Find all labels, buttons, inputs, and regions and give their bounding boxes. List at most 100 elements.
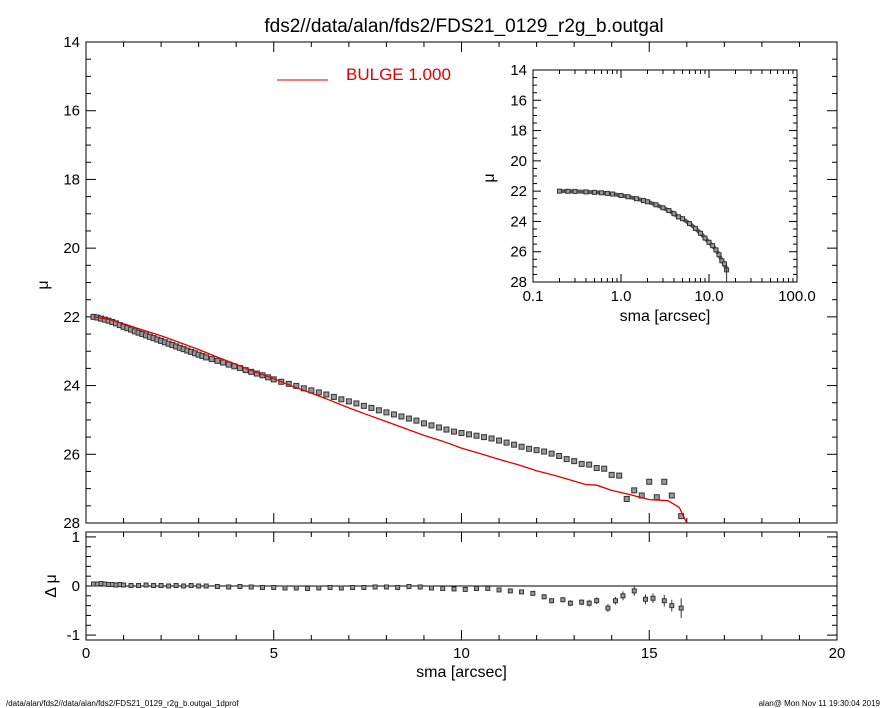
main-y-tick-label: 16 xyxy=(63,103,80,120)
x-axis-label: sma [arcsec] xyxy=(416,664,507,681)
residual-data-point xyxy=(567,600,573,606)
residual-data-point xyxy=(196,583,202,589)
inset-y-tick-label: 14 xyxy=(510,62,527,79)
residual-x-tick-label: 20 xyxy=(829,645,846,662)
inset-data-point xyxy=(625,194,631,200)
inset-data-point xyxy=(713,247,719,253)
inset-y-tick-label: 22 xyxy=(510,183,527,200)
residual-data-point xyxy=(383,584,389,590)
main-data-point xyxy=(586,461,593,468)
main-plot-panel: 14 16 18 20 22 24 26 28 μ xyxy=(35,34,838,532)
main-data-point xyxy=(338,396,345,403)
main-y-tick-label: 26 xyxy=(63,446,80,463)
main-data-point xyxy=(578,460,585,467)
residual-data-point xyxy=(485,585,491,591)
residual-data-point xyxy=(541,594,547,600)
inset-plot-panel: 0.1 1.0 10.0 100.0 14 16 18 20 22 24 26 28 μ sma [arc… xyxy=(481,62,816,325)
residual-y-tick-label: 1 xyxy=(72,529,80,546)
inset-x-axis-label: sma [arcsec] xyxy=(620,308,711,325)
residual-data-point xyxy=(128,583,134,589)
inset-data-point xyxy=(556,188,562,194)
main-y-tick-label: 18 xyxy=(63,171,80,188)
residual-y-tick-label: -1 xyxy=(67,627,80,644)
main-data-point xyxy=(593,465,600,472)
main-data-point xyxy=(616,472,623,479)
residual-data-point xyxy=(586,600,592,606)
main-data-point xyxy=(511,441,518,448)
residual-data-point xyxy=(496,587,502,593)
residual-data-point xyxy=(462,586,468,592)
inset-data-point xyxy=(666,208,672,214)
main-data-point xyxy=(556,453,563,460)
residual-data-point xyxy=(417,584,423,590)
residual-data-point xyxy=(259,584,265,590)
residual-data-point xyxy=(181,583,187,589)
inset-data-point xyxy=(671,211,677,217)
main-data-point xyxy=(458,429,465,436)
main-data-point xyxy=(661,478,668,485)
main-y-tick-label: 24 xyxy=(63,378,80,395)
main-data-point xyxy=(208,356,215,363)
main-data-point xyxy=(668,492,675,499)
inset-data-point xyxy=(633,196,639,202)
inset-y-tick-label: 18 xyxy=(510,123,527,140)
inset-y-tick-label: 28 xyxy=(510,274,527,291)
main-data-point xyxy=(220,359,227,366)
main-data-point xyxy=(443,426,450,433)
residual-data-point xyxy=(338,585,344,591)
inset-data-point xyxy=(653,202,659,208)
residual-data-point xyxy=(612,598,618,604)
main-data-point xyxy=(315,389,322,396)
inset-y-axis-label: μ xyxy=(481,173,498,182)
residual-data-point xyxy=(549,598,555,604)
inset-data-point xyxy=(592,189,598,195)
inset-data-point xyxy=(697,230,703,236)
main-data-point xyxy=(353,400,360,407)
main-y-tick-label: 28 xyxy=(63,515,80,532)
inset-data-point xyxy=(565,188,571,194)
inset-data-point xyxy=(598,190,604,196)
footer-filepath: /data/alan/fds2//data/alan/fds2/FDS21_01… xyxy=(6,699,239,708)
main-data-point xyxy=(420,420,427,427)
inset-data-point xyxy=(680,216,686,222)
main-data-point xyxy=(526,445,533,452)
residual-data-point xyxy=(642,596,648,602)
inset-data-point xyxy=(686,221,692,227)
residual-data-point xyxy=(406,583,412,589)
main-data-point xyxy=(203,354,210,361)
legend: BULGE 1.000 xyxy=(277,65,451,84)
main-data-point xyxy=(390,411,397,418)
residual-data-point xyxy=(136,583,142,589)
residual-data-point xyxy=(579,599,585,605)
residual-data-point xyxy=(661,598,667,604)
main-data-point xyxy=(518,443,525,450)
main-data-point xyxy=(473,432,480,439)
main-data-point xyxy=(496,437,503,444)
main-data-point xyxy=(571,458,578,465)
main-data-point xyxy=(601,465,608,472)
main-data-point xyxy=(330,393,337,400)
residual-y-tick-label: 0 xyxy=(72,578,80,595)
residual-data-point xyxy=(293,585,299,591)
residual-data-point xyxy=(143,582,149,588)
main-data-point xyxy=(368,404,375,411)
inset-data-point xyxy=(721,261,727,267)
residual-data-point xyxy=(214,583,220,589)
inset-x-tick-label: 1.0 xyxy=(611,288,632,305)
inset-plot-frame xyxy=(532,69,798,283)
residual-data-point xyxy=(678,605,684,611)
inset-data-point xyxy=(710,243,716,249)
residual-data-point xyxy=(350,584,356,590)
residual-data-point xyxy=(151,583,157,589)
main-data-point xyxy=(623,495,630,502)
residual-x-tick-label: 5 xyxy=(270,645,278,662)
residual-data-point xyxy=(395,584,401,590)
inset-y-tick-label: 26 xyxy=(510,244,527,261)
residual-data-point xyxy=(316,585,322,591)
residual-data-point xyxy=(248,584,254,590)
residual-data-point xyxy=(650,595,656,601)
residual-data-point xyxy=(271,584,277,590)
main-data-point xyxy=(375,407,382,414)
residual-data-point xyxy=(530,590,536,596)
main-data-point xyxy=(646,478,653,485)
